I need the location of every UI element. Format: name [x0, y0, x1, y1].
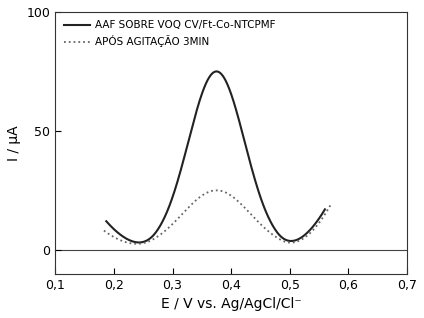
- AAF SOBRE VOQ CV/Ft-Co-NTCPMF: [187, 133, 192, 137]
- APÓS AGITAÇÃO 3MIN: [203, 191, 208, 195]
- Legend: AAF SOBRE VOQ CV/Ft-Co-NTCPMF, APÓS AGITAÇÃO 3MIN: AAF SOBRE VOQ CV/Ft-Co-NTCPMF, APÓS AGIT…: [61, 17, 279, 51]
- Y-axis label: I / μA: I / μA: [7, 125, 21, 161]
- APÓS AGITAÇÃO 3MIN: [187, 204, 192, 208]
- APÓS AGITAÇÃO 3MIN: [114, 236, 119, 240]
- AAF SOBRE VOQ CV/Ft-Co-NTCPMF: [114, 229, 119, 233]
- Line: AAF SOBRE VOQ CV/Ft-Co-NTCPMF: AAF SOBRE VOQ CV/Ft-Co-NTCPMF: [106, 72, 325, 242]
- Line: APÓS AGITAÇÃO 3MIN: APÓS AGITAÇÃO 3MIN: [104, 190, 331, 244]
- X-axis label: E / V vs. Ag/AgCl/Cl⁻: E / V vs. Ag/AgCl/Cl⁻: [161, 297, 301, 311]
- AAF SOBRE VOQ CV/Ft-Co-NTCPMF: [203, 83, 208, 87]
